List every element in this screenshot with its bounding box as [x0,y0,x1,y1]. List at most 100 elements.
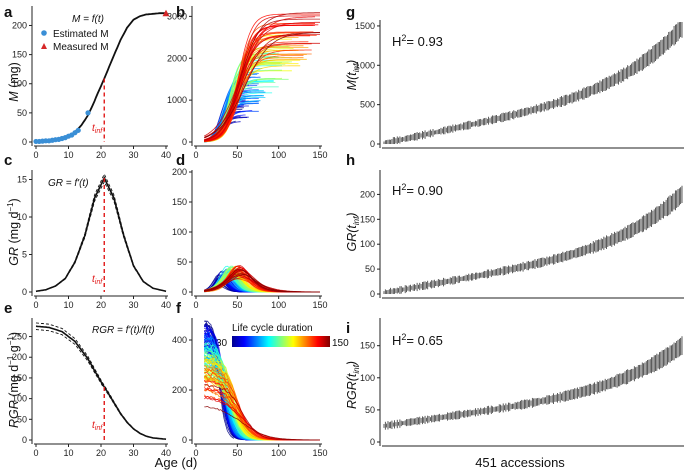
ylabel-c: GR (mg d−1) [6,198,21,265]
estimated-point [85,110,91,116]
rgr-curve-e [35,325,167,440]
y-tick-label-i: 100 [360,373,375,383]
y-tick-label-g: 1500 [355,21,375,31]
panel-label-e: e [4,300,12,317]
panel-label-c: c [4,152,12,169]
x-tick-label-e: 0 [33,448,38,458]
gr-curve-c [35,176,167,293]
y-tick-label-h: 100 [360,239,375,249]
x-tick-label-f: 50 [232,448,242,458]
y-tick-label-e: 0 [22,435,27,445]
ylabel-h: GR(tinf) [345,212,361,251]
x-tick-label-d: 150 [312,300,327,310]
curve-f [204,405,320,441]
curve-b [204,13,320,142]
panel-label-h: h [346,152,355,169]
heritability-h: H2= 0.90 [392,182,443,198]
y-tick-label-d: 200 [172,167,187,177]
panel-label-b: b [176,4,185,21]
x-tick-label-a: 10 [63,150,73,160]
legend-estimated-marker [41,30,47,36]
legend-measured-label: Measured M [53,42,109,53]
y-tick-label-c: 10 [17,212,27,222]
y-tick-label-d: 150 [172,197,187,207]
heritability-i: H2= 0.65 [392,332,443,348]
y-tick-label-e: 50 [17,414,27,424]
formula-a: M = f(t) [72,14,104,25]
y-tick-label-g: 0 [370,139,375,149]
y-tick-label-i: 0 [370,437,375,447]
x-tick-label-c: 40 [161,300,171,310]
x-tick-label-c: 30 [128,300,138,310]
x-tick-label-d: 100 [271,300,286,310]
y-tick-label-e: 200 [12,352,27,362]
formula-e: RGR = f'(t)/f(t) [92,325,155,336]
panel-label-d: d [176,152,185,169]
svg-text:GR (mg d−1): GR (mg d−1) [6,198,21,265]
tinf-label-c: tinf [92,274,103,286]
estimated-point [75,127,81,133]
x-tick-label-c: 20 [96,300,106,310]
svg-text:RGR(tinf): RGR(tinf) [345,361,361,409]
legend-estimated-label: Estimated M [53,29,109,40]
y-tick-label-h: 150 [360,214,375,224]
x-tick-label-f: 150 [312,448,327,458]
panel-label-f: f [176,300,182,317]
ci-curve-c [35,180,167,292]
x-tick-label-c: 10 [63,300,73,310]
curve-b [204,12,320,139]
colorbar-title: Life cycle duration [232,323,313,334]
y-tick-label-e: 250 [12,332,27,342]
x-tick-label-b: 150 [312,150,327,160]
curve-d [204,268,320,293]
measured-point [162,9,170,17]
y-tick-label-f: 400 [172,335,187,345]
y-tick-label-d: 50 [177,257,187,267]
formula-c: GR = f'(t) [48,178,89,189]
x-tick-label-d: 0 [193,300,198,310]
curve-b [204,15,320,142]
svg-text:RGR (mg d−1 g−1): RGR (mg d−1 g−1) [6,332,21,428]
y-tick-label-a: 0 [22,137,27,147]
ci-curve-c [35,173,167,292]
svg-text:GR(tinf): GR(tinf) [345,212,361,251]
curve-b [204,32,319,142]
y-tick-label-i: 150 [360,341,375,351]
ylabel-e: RGR (mg d−1 g−1) [6,332,21,428]
ci-curve-e [35,322,167,440]
y-tick-label-g: 1000 [355,60,375,70]
x-tick-label-a: 20 [96,150,106,160]
accessions-label: 451 accessions [475,455,565,470]
x-tick-label-f: 100 [271,448,286,458]
y-tick-label-c: 5 [22,250,27,260]
y-tick-label-e: 150 [12,373,27,383]
x-tick-label-e: 20 [96,448,106,458]
y-tick-label-b: 3000 [167,11,187,21]
x-tick-label-a: 30 [128,150,138,160]
legend-measured-marker [41,43,47,49]
y-tick-label-b: 2000 [167,53,187,63]
x-axis-label: Age (d) [155,455,198,470]
curve-b [204,32,320,138]
y-tick-label-e: 100 [12,394,27,404]
colorbar [232,336,330,347]
colorbar-min: 30 [216,338,228,349]
x-tick-label-e: 30 [128,448,138,458]
y-tick-label-f: 200 [172,385,187,395]
ylabel-a: M (mg) [7,62,21,102]
y-tick-label-f: 0 [182,435,187,445]
x-tick-label-b: 100 [271,150,286,160]
ci-curve-e [35,329,167,440]
x-tick-label-b: 50 [232,150,242,160]
y-tick-label-c: 15 [17,175,27,185]
ylabel-i: RGR(tinf) [345,361,361,409]
heritability-g: H2= 0.93 [392,33,443,49]
y-tick-label-h: 0 [370,289,375,299]
x-tick-label-c: 0 [33,300,38,310]
x-tick-label-a: 40 [161,150,171,160]
y-tick-label-b: 0 [182,137,187,147]
x-tick-label-b: 0 [193,150,198,160]
y-tick-label-b: 1000 [167,95,187,105]
panel-label-i: i [346,320,350,337]
